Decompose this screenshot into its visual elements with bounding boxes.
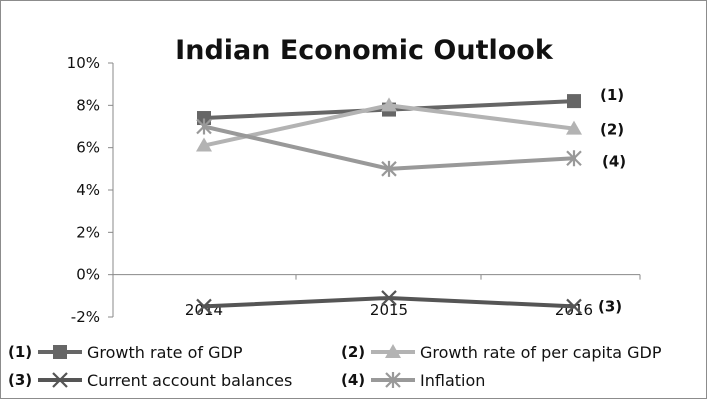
x-tick-label: 2014	[185, 301, 223, 319]
legend-item-1: (1) Growth rate of GDP	[8, 343, 243, 362]
square-marker	[53, 345, 67, 359]
series-end-label: (3)	[598, 297, 622, 315]
y-tick-label: -2%	[71, 308, 100, 326]
star-marker	[566, 150, 582, 167]
x-tick-label: 2016	[555, 301, 593, 319]
x-marker	[52, 372, 68, 388]
y-tick-label: 6%	[76, 139, 100, 157]
x-tick-label: 2015	[370, 301, 408, 319]
y-tick-label: 4%	[76, 181, 100, 199]
legend-number: (2)	[341, 343, 365, 361]
legend-number: (1)	[8, 343, 32, 361]
legend-label: Current account balances	[87, 371, 292, 390]
y-tick-label: 8%	[76, 96, 100, 114]
legend-label: Growth rate of GDP	[87, 343, 243, 362]
y-tick-label: 2%	[76, 223, 100, 241]
chart-axes: 10% 8% 6% 4% 2% 0% -2% 2014 2015 2016	[67, 54, 641, 326]
star-marker	[385, 372, 401, 388]
triangle-marker	[385, 344, 401, 358]
legend-number: (3)	[8, 371, 32, 389]
legend: (1) Growth rate of GDP (2) Growth rate of p…	[8, 343, 662, 390]
plot-area: (1) (2) (3) (4)	[196, 86, 626, 315]
legend-item-2: (2) Growth rate of per capita GDP	[341, 343, 662, 362]
x-marker	[196, 298, 212, 315]
star-marker	[196, 118, 212, 135]
chart-title: Indian Economic Outlook	[175, 35, 554, 66]
x-marker	[381, 290, 397, 306]
triangle-marker	[381, 97, 397, 112]
legend-item-3: (3) Current account balances	[8, 371, 292, 390]
legend-label: Growth rate of per capita GDP	[420, 343, 662, 362]
y-tick-label: 10%	[67, 54, 100, 72]
legend-label: Inflation	[420, 371, 485, 390]
series-end-label: (1)	[600, 86, 624, 104]
series-end-label: (2)	[600, 121, 624, 139]
series-end-label: (4)	[602, 152, 626, 170]
star-marker	[381, 160, 397, 177]
legend-item-4: (4) Inflation	[341, 371, 485, 390]
triangle-marker	[196, 137, 212, 152]
legend-number: (4)	[341, 371, 365, 389]
y-tick-label: 0%	[76, 266, 100, 284]
triangle-marker	[566, 120, 582, 135]
x-marker	[566, 298, 582, 315]
square-marker	[567, 94, 581, 109]
